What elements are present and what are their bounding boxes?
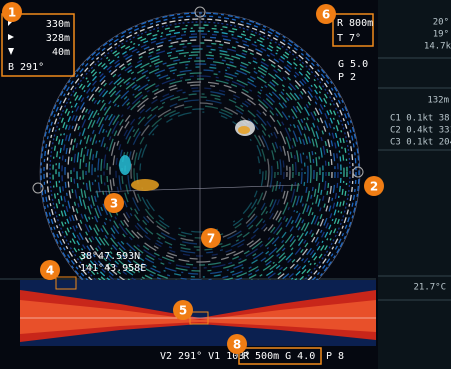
- echo-ring: [64, 36, 336, 308]
- readout: 330m: [46, 19, 70, 30]
- callout-badge: [173, 300, 193, 320]
- fish-echo: [238, 126, 250, 134]
- latitude: 38°47.593N: [80, 251, 140, 262]
- callout-number: 2: [370, 180, 378, 194]
- callouts: 1 2 3 4 5 6 7 8: [2, 2, 384, 354]
- echo-ring: [97, 69, 303, 275]
- panel-current: C1 0.1kt 38°: [390, 114, 451, 124]
- gain: G 5.0: [338, 59, 368, 70]
- callout-badge: [40, 260, 60, 280]
- bottom-info: P 8: [326, 351, 344, 362]
- callout-badge: [201, 228, 221, 248]
- echo-ring: [70, 42, 330, 302]
- echo-ring: [127, 99, 273, 245]
- callout-badge: [2, 2, 22, 22]
- gain: P 2: [338, 72, 356, 83]
- callout-number: 7: [207, 232, 215, 246]
- panel-temperature: 21.7°C: [413, 283, 446, 293]
- bottom-info: V2 291° V1 103°: [160, 351, 250, 362]
- range: R 800m: [337, 18, 373, 29]
- callout-number: 6: [322, 8, 330, 22]
- callout-number: 1: [8, 6, 16, 20]
- callout-number: 8: [233, 338, 241, 352]
- bottom-range: R 500m G 4.0: [243, 351, 315, 362]
- echo-ring: [124, 96, 276, 248]
- echo-ring: [94, 66, 306, 278]
- callout-number: 5: [179, 304, 187, 318]
- panel-current: C3 0.1kt 204°: [390, 138, 451, 148]
- echo-ring: [121, 93, 279, 251]
- readout-box: [1, 13, 75, 77]
- compass-mark: [194, 6, 206, 18]
- echogram: [20, 276, 376, 346]
- fish-echo: [119, 155, 131, 175]
- range-box: [332, 13, 374, 47]
- compass-mark: [32, 182, 44, 194]
- readout: B 291°: [8, 62, 44, 73]
- echo-ring: [118, 90, 282, 254]
- readout: 40m: [52, 47, 70, 58]
- bottom-box: [238, 347, 322, 365]
- compass-mark: [352, 166, 364, 178]
- side-panel: [378, 0, 451, 369]
- longitude: 141°43.958E: [80, 263, 146, 274]
- echo-ring: [130, 102, 270, 242]
- panel-value: 14.7k: [424, 42, 451, 52]
- panel-depth: 132m: [427, 96, 449, 106]
- callout-badge: [104, 193, 124, 213]
- callout-number: 3: [110, 197, 118, 211]
- tilt: T 7°: [337, 33, 361, 44]
- echo-ring: [43, 15, 357, 329]
- echo-ring: [52, 24, 348, 320]
- callout-number: 4: [46, 264, 54, 278]
- callout-badge: [227, 334, 247, 354]
- panel-current: C2 0.4kt 331°: [390, 126, 451, 136]
- callout-badge: [316, 4, 336, 24]
- echo-ring: [61, 33, 339, 311]
- readout: 328m: [46, 33, 70, 44]
- callout-badge: [364, 176, 384, 196]
- panel-value: 19°: [433, 30, 449, 40]
- bearing-line: [94, 184, 301, 193]
- fish-echo: [131, 179, 159, 191]
- panel-value: 20°: [433, 18, 449, 28]
